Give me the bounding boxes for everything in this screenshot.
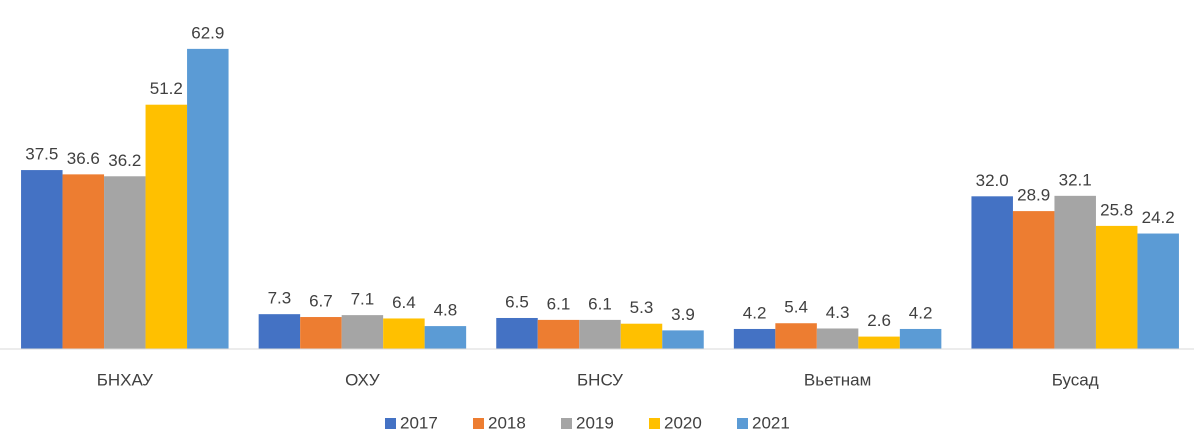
data-label: 5.4 bbox=[784, 298, 808, 317]
data-label: 62.9 bbox=[191, 23, 224, 42]
data-label: 51.2 bbox=[150, 79, 183, 98]
bar bbox=[341, 315, 384, 349]
bar bbox=[21, 170, 63, 349]
data-label: 32.0 bbox=[976, 171, 1009, 190]
legend-swatch bbox=[649, 418, 660, 429]
data-label: 6.7 bbox=[309, 292, 333, 311]
x-tick-label: БНСУ bbox=[577, 370, 623, 389]
data-label: 28.9 bbox=[1017, 186, 1050, 205]
bar bbox=[733, 328, 776, 349]
bar bbox=[899, 328, 942, 349]
legend-label: 2018 bbox=[488, 413, 526, 432]
bar bbox=[1095, 225, 1138, 349]
legend-swatch bbox=[385, 418, 396, 429]
data-label: 7.3 bbox=[268, 289, 292, 308]
data-label: 4.2 bbox=[743, 303, 767, 322]
legend-label: 2020 bbox=[664, 413, 702, 432]
data-label: 5.3 bbox=[630, 298, 654, 317]
bar bbox=[300, 317, 342, 349]
bar bbox=[775, 323, 817, 349]
bar bbox=[858, 336, 900, 349]
bar bbox=[258, 314, 301, 349]
data-label: 6.5 bbox=[505, 292, 529, 311]
bar bbox=[971, 196, 1013, 349]
bar bbox=[383, 318, 425, 349]
bar bbox=[1054, 195, 1096, 349]
data-label: 32.1 bbox=[1059, 170, 1092, 189]
legend-label: 2017 bbox=[400, 413, 438, 432]
data-label: 4.2 bbox=[909, 303, 933, 322]
bar bbox=[104, 176, 146, 349]
bar bbox=[1137, 233, 1179, 349]
data-label: 25.8 bbox=[1100, 200, 1133, 219]
bar bbox=[620, 323, 663, 349]
legend-label: 2021 bbox=[752, 413, 790, 432]
data-label: 2.6 bbox=[867, 311, 891, 330]
bar bbox=[187, 48, 229, 350]
data-label: 24.2 bbox=[1142, 208, 1175, 227]
bar bbox=[537, 319, 580, 349]
data-label: 37.5 bbox=[25, 145, 58, 164]
data-label: 36.2 bbox=[108, 151, 141, 170]
x-tick-label: ОХУ bbox=[345, 370, 380, 389]
bar bbox=[424, 326, 467, 349]
x-tick-label: Бусад bbox=[1052, 370, 1099, 389]
x-tick-label: Вьетнам bbox=[804, 370, 871, 389]
x-tick-label: БНХАУ bbox=[97, 370, 153, 389]
bar bbox=[662, 330, 704, 349]
legend-label: 2019 bbox=[576, 413, 614, 432]
bar bbox=[62, 174, 105, 349]
data-label: 3.9 bbox=[671, 305, 695, 324]
legend-swatch bbox=[561, 418, 572, 429]
data-label: 6.1 bbox=[588, 294, 612, 313]
legend-swatch bbox=[737, 418, 748, 429]
bar bbox=[496, 317, 538, 349]
legend-swatch bbox=[473, 418, 484, 429]
bar bbox=[1012, 211, 1055, 349]
data-label: 7.1 bbox=[351, 290, 375, 309]
data-label: 4.8 bbox=[434, 301, 458, 320]
bar bbox=[816, 328, 859, 349]
bar bbox=[579, 319, 621, 349]
data-label: 6.4 bbox=[392, 293, 416, 312]
data-label: 6.1 bbox=[547, 294, 571, 313]
data-label: 36.6 bbox=[67, 149, 100, 168]
data-label: 4.3 bbox=[826, 303, 850, 322]
bar bbox=[145, 104, 188, 350]
